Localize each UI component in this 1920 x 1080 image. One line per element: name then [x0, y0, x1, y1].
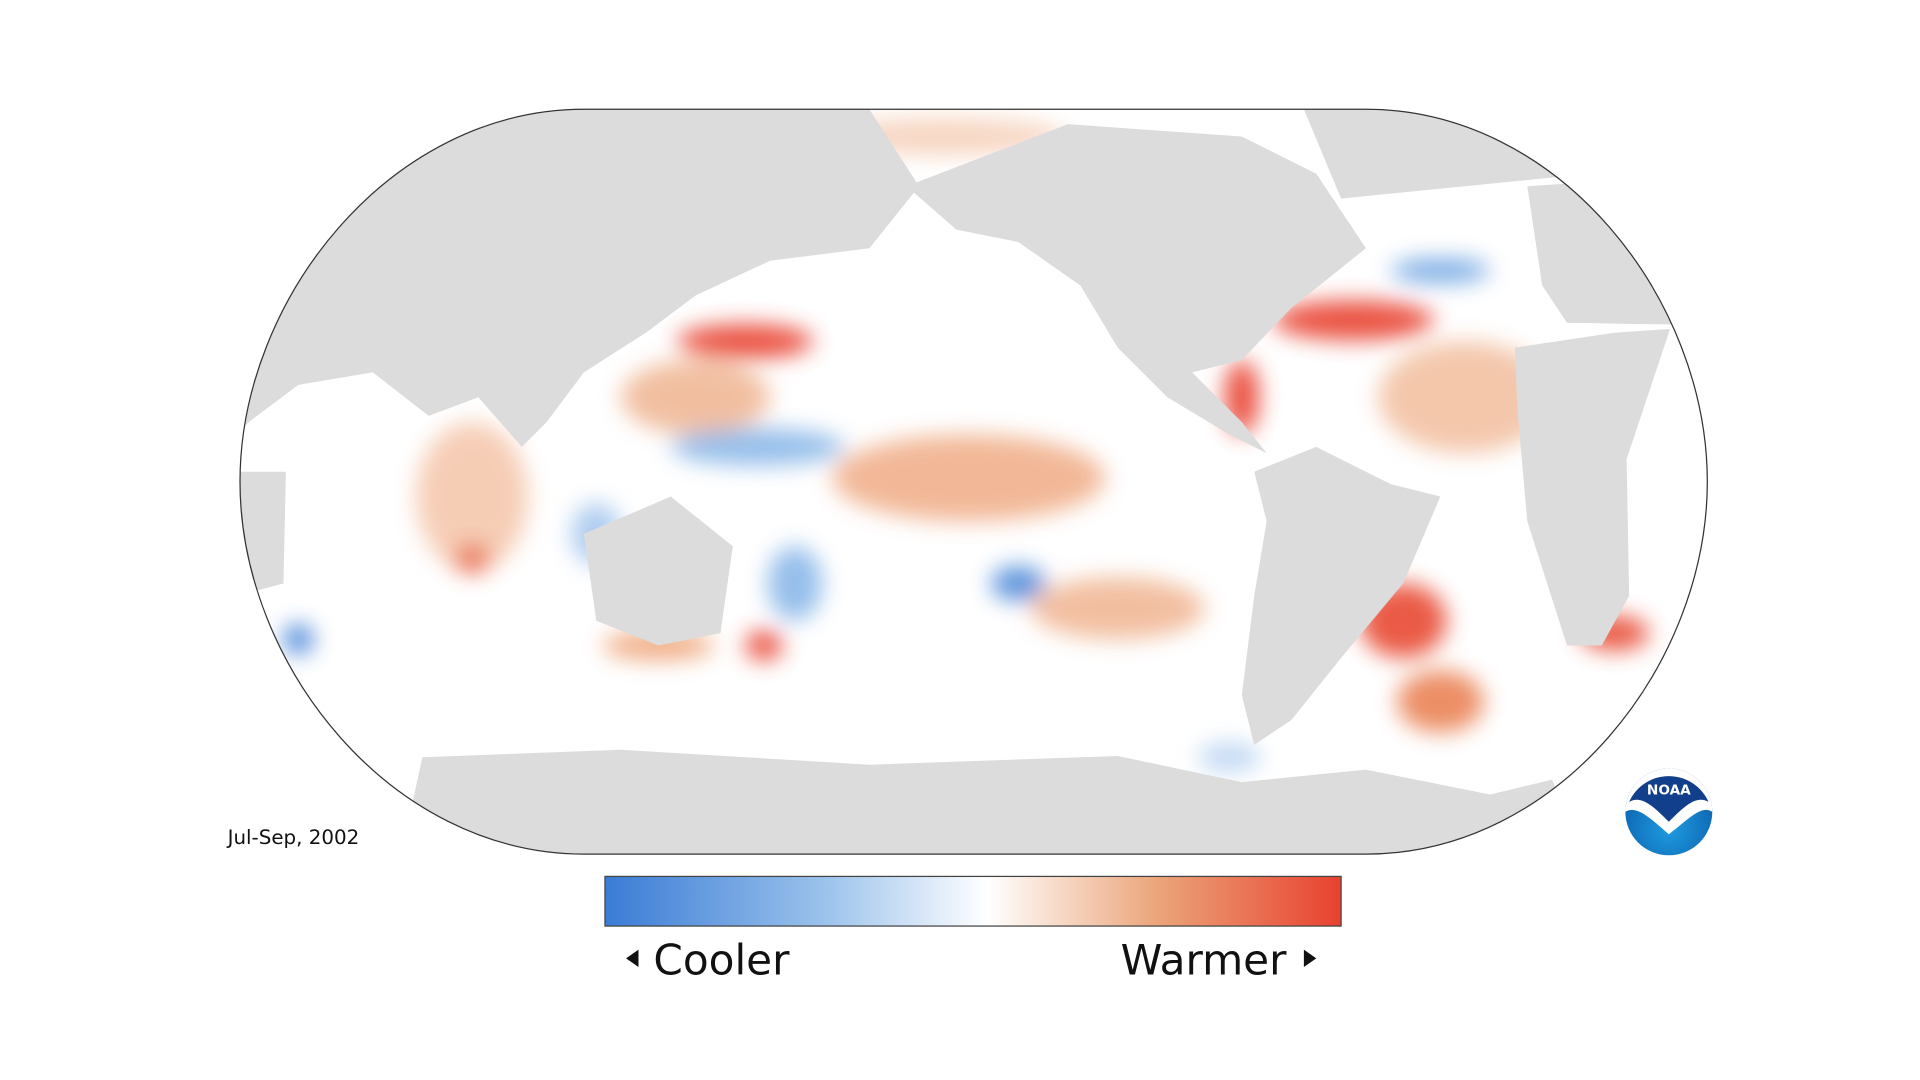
period-label: Jul-Sep, 2002: [226, 826, 360, 849]
map-outline: [239, 108, 1708, 855]
color-scale: [604, 875, 1342, 927]
land: [240, 109, 1708, 855]
noaa-logo: NOAA: [1625, 768, 1713, 856]
warmer-label: Warmer: [1121, 935, 1288, 984]
cooler-label: Cooler: [653, 935, 790, 984]
logo-text: NOAA: [1647, 782, 1691, 798]
cooler-arrow: [626, 949, 639, 968]
warmer-arrow: [1303, 949, 1317, 968]
map: [240, 109, 1708, 855]
